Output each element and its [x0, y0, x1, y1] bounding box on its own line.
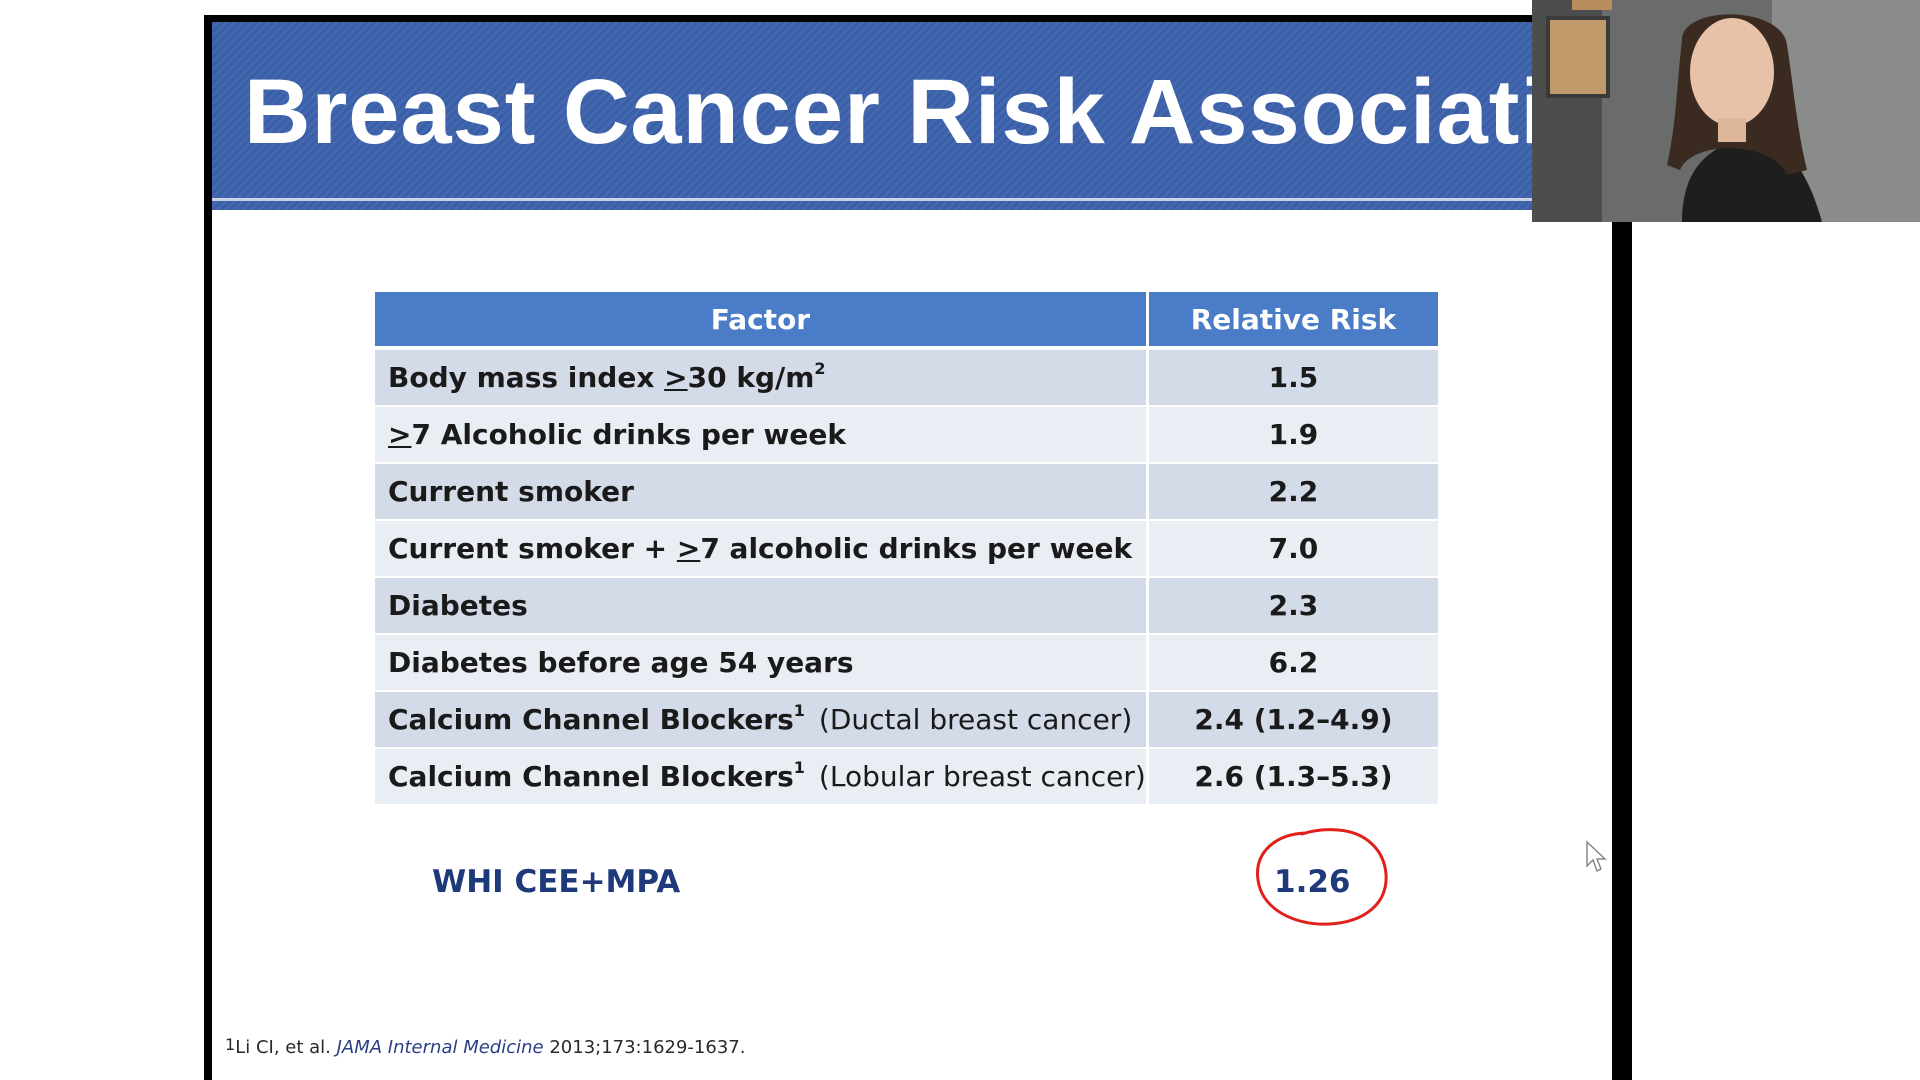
geq-symbol: > — [676, 532, 701, 565]
factor-qualifier: (Lobular breast cancer) — [818, 760, 1146, 793]
factor-text: Current smoker + — [388, 532, 677, 565]
table-row: Diabetes 2.3 — [375, 577, 1438, 635]
table-header-row: Factor Relative Risk — [375, 292, 1438, 350]
presenter-video-icon — [1532, 0, 1920, 222]
factor-text-continued: 7 alcoholic drinks per week — [700, 532, 1133, 565]
table-row: Current smoker 2.2 — [375, 463, 1438, 521]
presenter-webcam — [1532, 0, 1920, 222]
presentation-slide: Breast Cancer Risk Association Factor Re… — [212, 22, 1612, 1080]
superscript: 1 — [793, 758, 805, 777]
geq-symbol: > — [388, 418, 412, 451]
table-row: >7 Alcoholic drinks per week 1.9 — [375, 406, 1438, 464]
title-divider — [212, 198, 1612, 201]
table-row: Calcium Channel Blockers1 (Ductal breast … — [375, 691, 1438, 749]
footnote-authors: Li CI, et al. — [235, 1037, 337, 1058]
factor-cell: Diabetes before age 54 years — [375, 634, 1149, 692]
title-band — [212, 22, 1612, 210]
footnote-marker: 1 — [225, 1035, 236, 1054]
mouse-cursor-icon — [1586, 840, 1607, 873]
annotation-circle — [1256, 828, 1388, 926]
relative-risk-cell: 2.3 — [1147, 577, 1438, 635]
column-header-relative-risk: Relative Risk — [1147, 292, 1438, 350]
risk-table: Factor Relative Risk Body mass index >30… — [375, 292, 1438, 806]
factor-cell: Body mass index >30 kg/m2 — [375, 348, 1149, 407]
annotation-circle-stroke — [1256, 828, 1388, 926]
relative-risk-cell: 6.2 — [1147, 634, 1438, 692]
whi-value: 1.26 — [1274, 864, 1351, 900]
factor-text: Diabetes before age 54 years — [388, 646, 854, 679]
table-row: Current smoker + >7 alcoholic drinks per… — [375, 520, 1438, 578]
factor-text-continued: 7 Alcoholic drinks per week — [411, 418, 846, 451]
relative-risk-cell: 2.4 (1.2–4.9) — [1147, 691, 1438, 749]
table-body: Body mass index >30 kg/m2 1.5 >7 Alcoholic… — [375, 348, 1438, 806]
table-row: Body mass index >30 kg/m2 1.5 — [375, 348, 1438, 407]
superscript: 2 — [814, 359, 826, 378]
relative-risk-cell: 1.9 — [1147, 406, 1438, 464]
factor-cell: Current smoker + >7 alcoholic drinks per… — [375, 520, 1149, 578]
factor-text: Calcium Channel Blockers — [388, 760, 794, 793]
superscript: 1 — [793, 701, 805, 720]
relative-risk-cell: 2.2 — [1147, 463, 1438, 521]
factor-cell: >7 Alcoholic drinks per week — [375, 406, 1149, 464]
factor-text: Diabetes — [388, 589, 528, 622]
table-row: Calcium Channel Blockers1 (Lobular breast… — [375, 748, 1438, 806]
factor-cell: Calcium Channel Blockers1 (Lobular breast… — [375, 748, 1149, 806]
relative-risk-cell: 2.6 (1.3–5.3) — [1147, 748, 1438, 806]
whi-label: WHI CEE+MPA — [432, 864, 681, 900]
factor-cell: Calcium Channel Blockers1 (Ductal breast … — [375, 691, 1149, 749]
footnote-citation: 2013;173:1629-1637. — [543, 1037, 746, 1058]
footnote: 1Li CI, et al. JAMA Internal Medicine 20… — [225, 1035, 746, 1058]
footnote-journal: JAMA Internal Medicine — [336, 1037, 544, 1058]
relative-risk-cell: 7.0 — [1147, 520, 1438, 578]
factor-cell: Diabetes — [375, 577, 1149, 635]
factor-text-continued: 30 kg/m — [687, 361, 815, 394]
geq-symbol: > — [664, 361, 688, 394]
factor-text: Body mass index — [388, 361, 665, 394]
slide-title: Breast Cancer Risk Association — [244, 61, 1612, 163]
table-row: Diabetes before age 54 years 6.2 — [375, 634, 1438, 692]
factor-qualifier: (Ductal breast cancer) — [818, 703, 1133, 736]
column-header-factor: Factor — [375, 292, 1149, 350]
factor-cell: Current smoker — [375, 463, 1149, 521]
factor-text: Current smoker — [388, 475, 634, 508]
factor-text: Calcium Channel Blockers — [388, 703, 794, 736]
relative-risk-cell: 1.5 — [1147, 348, 1438, 407]
